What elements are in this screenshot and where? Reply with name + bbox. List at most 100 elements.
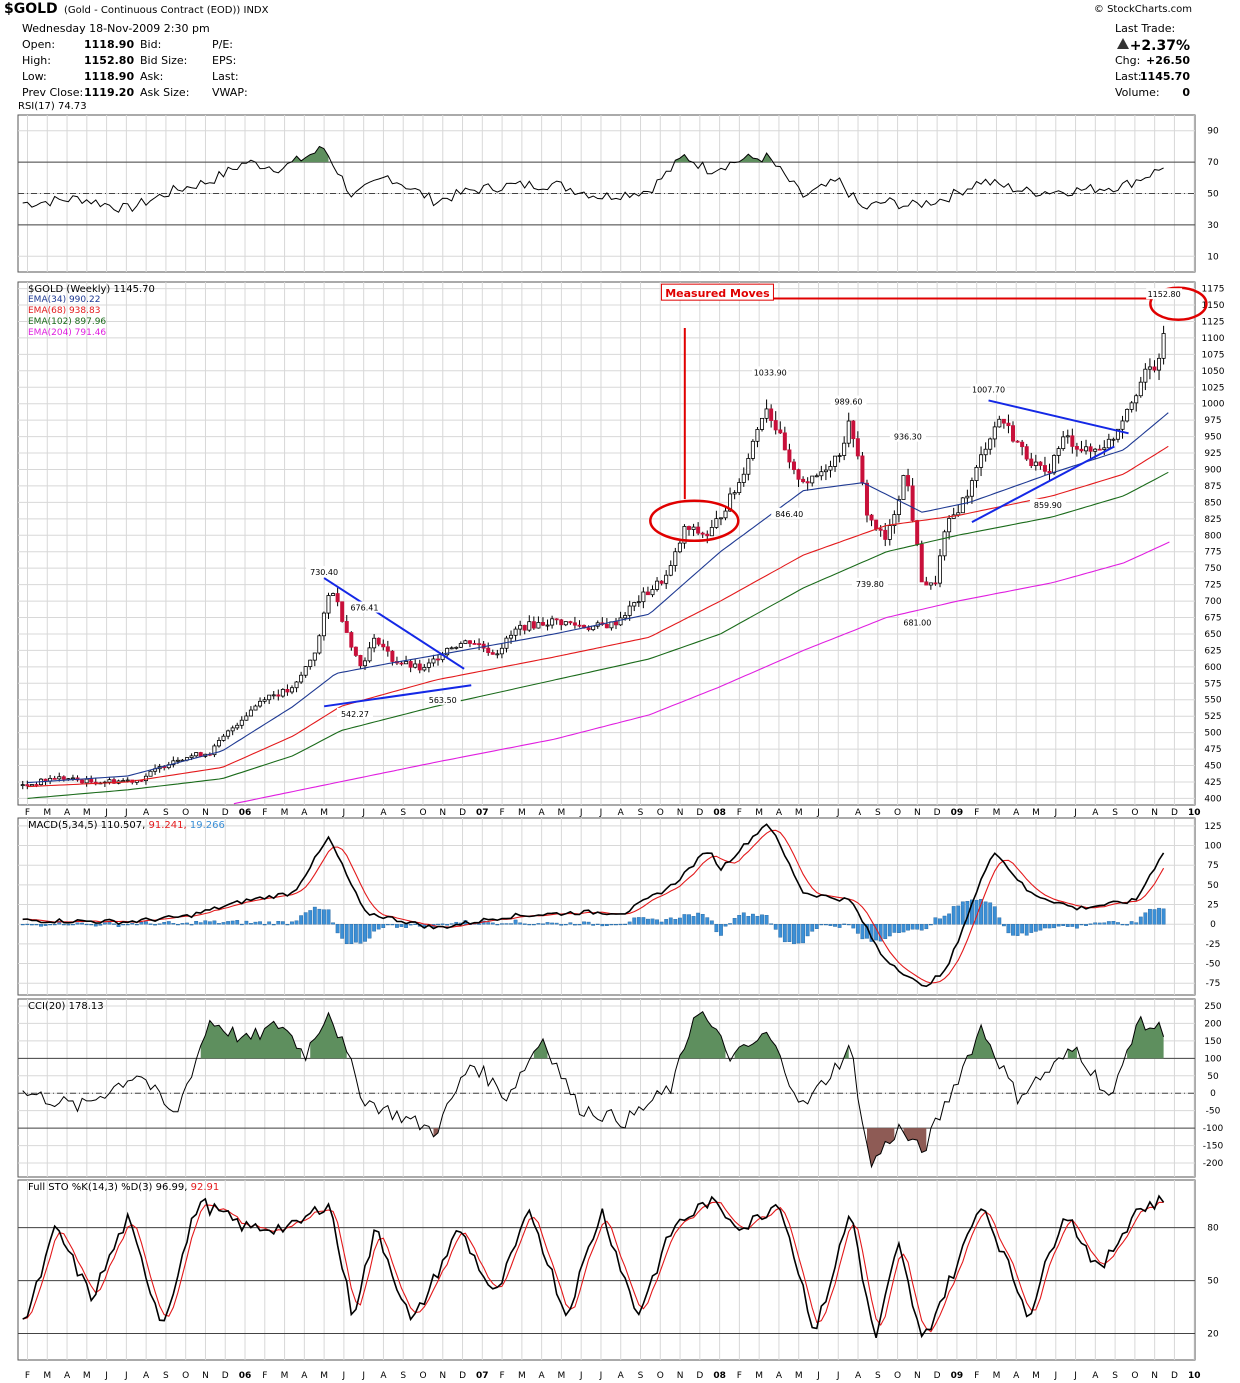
macd-histogram-bar bbox=[249, 923, 253, 925]
macd-histogram-bar bbox=[1134, 922, 1139, 925]
rsi-tick-label: 70 bbox=[1207, 158, 1219, 168]
price-label: 542.27 bbox=[341, 710, 369, 719]
price-candle bbox=[627, 605, 632, 616]
macd-histogram-bar bbox=[1001, 924, 1006, 927]
price-candle bbox=[641, 591, 646, 603]
price-x-tick-label: A bbox=[64, 808, 71, 818]
price-candle bbox=[559, 619, 564, 626]
bottom-x-tick-label: S bbox=[163, 1371, 169, 1381]
price-candle bbox=[267, 694, 272, 701]
price-candle bbox=[248, 709, 253, 717]
macd-histogram-bar bbox=[262, 924, 267, 926]
price-candle bbox=[513, 628, 518, 636]
bottom-x-tick-label: M bbox=[558, 1371, 566, 1381]
price-x-tick-label: 07 bbox=[476, 808, 489, 818]
bottom-x-tick-label: S bbox=[400, 1371, 406, 1381]
macd-histogram-bar bbox=[1129, 921, 1134, 925]
price-label: 989.60 bbox=[835, 398, 863, 407]
macd-histogram-bar bbox=[440, 923, 445, 925]
cci-tick-label: 200 bbox=[1204, 1019, 1221, 1029]
macd-histogram-bar bbox=[906, 924, 910, 931]
macd-histogram-bar bbox=[408, 924, 413, 926]
macd-histogram-bar bbox=[500, 923, 504, 925]
macd-histogram-bar bbox=[623, 923, 628, 926]
macd-histogram-bar bbox=[130, 922, 135, 925]
bottom-x-tick-label: A bbox=[618, 1371, 625, 1381]
bottom-x-tick-label: J bbox=[579, 1371, 583, 1381]
quote-value: 1152.80 bbox=[84, 54, 135, 67]
macd-histogram-bar bbox=[230, 920, 235, 925]
price-candle bbox=[490, 652, 495, 655]
bottom-x-tick-label: N bbox=[439, 1371, 446, 1381]
rsi-line bbox=[22, 145, 1164, 213]
macd-histogram-bar bbox=[604, 924, 609, 926]
price-candle bbox=[896, 499, 901, 515]
cci-tick-label: -150 bbox=[1203, 1142, 1224, 1152]
bottom-x-tick-label: O bbox=[1131, 1371, 1138, 1381]
price-candle bbox=[773, 420, 778, 431]
trendline bbox=[971, 445, 1115, 524]
price-candle bbox=[814, 475, 819, 478]
macd-histogram-bar bbox=[134, 924, 139, 926]
macd-histogram-bar bbox=[331, 922, 335, 925]
sto-k-line bbox=[22, 1194, 1165, 1339]
bottom-x-tick-label: O bbox=[894, 1371, 901, 1381]
trendline bbox=[323, 684, 472, 708]
price-candle bbox=[148, 770, 153, 777]
bottom-x-tick-label: N bbox=[914, 1371, 921, 1381]
macd-histogram-bar bbox=[1084, 924, 1088, 926]
price-candle bbox=[723, 510, 728, 519]
bottom-x-tick-label: J bbox=[342, 1371, 346, 1381]
bottom-x-tick-label: S bbox=[638, 1371, 644, 1381]
price-candle bbox=[509, 634, 514, 639]
price-candle bbox=[906, 475, 911, 487]
macd-histogram-bar bbox=[792, 924, 796, 945]
price-candle bbox=[636, 601, 641, 604]
price-candle bbox=[677, 542, 682, 553]
price-candle bbox=[29, 784, 34, 787]
price-candle bbox=[312, 652, 317, 661]
price-x-tick-label: J bbox=[836, 808, 840, 818]
macd-histogram-bar bbox=[203, 920, 208, 925]
ema204-legend: EMA(204) 791.46 bbox=[28, 328, 107, 338]
bottom-x-tick-label: J bbox=[1053, 1371, 1057, 1381]
consolidation-circle bbox=[649, 499, 740, 543]
macd-histogram-bar bbox=[983, 901, 988, 925]
last-trade-label: Chg: bbox=[1115, 54, 1141, 67]
price-candle bbox=[960, 497, 965, 514]
macd-histogram-bar bbox=[376, 924, 381, 930]
price-candle bbox=[1065, 435, 1070, 438]
price-x-tick-label: N bbox=[914, 808, 921, 818]
bottom-x-tick-label: O bbox=[419, 1371, 426, 1381]
price-label: 846.40 bbox=[775, 510, 803, 519]
price-candle bbox=[550, 618, 555, 626]
macd-histogram-bar bbox=[226, 921, 231, 925]
last-trade-value: +26.50 bbox=[1145, 54, 1190, 67]
price-candle bbox=[1011, 425, 1016, 442]
macd-histogram-bar bbox=[1020, 924, 1025, 934]
macd-histogram-bar bbox=[833, 924, 837, 927]
macd-histogram-bar bbox=[527, 924, 532, 926]
price-candle bbox=[924, 581, 929, 586]
macd-histogram-bar bbox=[395, 924, 399, 928]
macd-histogram-bar bbox=[404, 924, 408, 928]
price-tick-label: 1050 bbox=[1202, 367, 1225, 377]
quote-label: High: bbox=[22, 54, 51, 67]
macd-histogram-bar bbox=[1006, 924, 1011, 934]
macd-histogram-bar bbox=[20, 924, 25, 926]
quote-label: Ask Size: bbox=[140, 86, 190, 99]
macd-histogram-bar bbox=[61, 924, 66, 926]
price-tick-label: 975 bbox=[1204, 416, 1221, 426]
cci-tick-label: 0 bbox=[1210, 1089, 1216, 1099]
price-candle bbox=[477, 643, 482, 646]
price-candle bbox=[399, 662, 404, 665]
price-candle bbox=[1129, 402, 1134, 410]
price-candle bbox=[1042, 465, 1047, 472]
price-candle bbox=[855, 438, 860, 457]
price-candle bbox=[436, 658, 441, 661]
ema68-legend: EMA(68) 938.83 bbox=[28, 306, 101, 316]
macd-histogram-bar bbox=[970, 899, 974, 925]
macd-histogram-bar bbox=[107, 922, 112, 925]
macd-histogram-bar bbox=[139, 922, 144, 925]
macd-histogram-bar bbox=[385, 924, 390, 926]
